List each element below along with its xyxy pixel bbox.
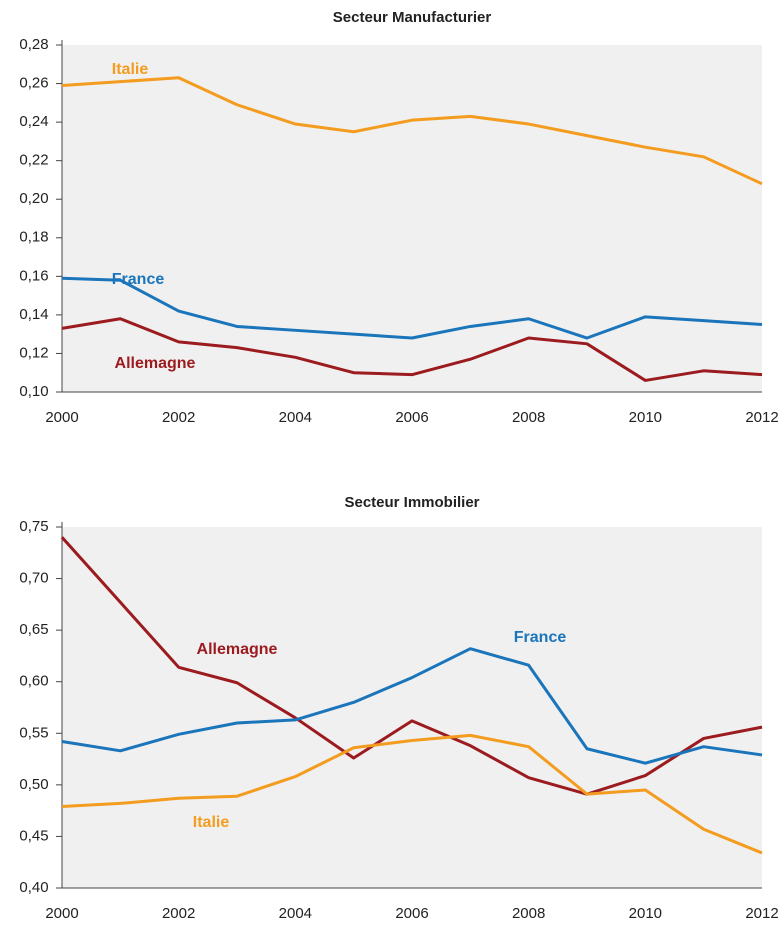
series-label: Italie bbox=[112, 61, 149, 78]
y-tick-label: 0,16 bbox=[19, 267, 48, 284]
series-line bbox=[61, 276, 763, 340]
series-line bbox=[61, 733, 763, 855]
x-tick-label: 2002 bbox=[162, 905, 195, 922]
series-label: France bbox=[112, 271, 165, 288]
x-tick-label: 2012 bbox=[745, 409, 778, 426]
y-tick-label: 0,45 bbox=[19, 827, 48, 844]
x-tick-label: 2010 bbox=[629, 905, 662, 922]
x-tick-label: 2004 bbox=[279, 905, 312, 922]
series-label: France bbox=[514, 629, 567, 646]
y-tick-label: 0,18 bbox=[19, 229, 48, 246]
series-label: Italie bbox=[193, 814, 230, 831]
series-line bbox=[61, 76, 763, 186]
y-tick-label: 0,60 bbox=[19, 673, 48, 690]
series-label: Allemagne bbox=[115, 355, 196, 372]
x-tick-label: 2010 bbox=[629, 409, 662, 426]
y-tick-label: 0,26 bbox=[19, 75, 48, 92]
series-line bbox=[61, 647, 763, 765]
x-tick-label: 2012 bbox=[745, 905, 778, 922]
y-tick-label: 0,22 bbox=[19, 152, 48, 169]
x-tick-label: 2008 bbox=[512, 905, 545, 922]
series-label: Allemagne bbox=[197, 641, 278, 658]
y-tick-label: 0,55 bbox=[19, 724, 48, 741]
x-tick-label: 2006 bbox=[395, 409, 428, 426]
y-tick-label: 0,40 bbox=[19, 879, 48, 896]
x-tick-label: 2000 bbox=[45, 409, 78, 426]
y-tick-label: 0,12 bbox=[19, 344, 48, 361]
chart-title: Secteur Immobilier bbox=[344, 494, 479, 511]
y-tick-label: 0,20 bbox=[19, 190, 48, 207]
y-tick-label: 0,28 bbox=[19, 36, 48, 53]
x-tick-label: 2002 bbox=[162, 409, 195, 426]
series-line bbox=[61, 317, 763, 382]
y-tick-label: 0,50 bbox=[19, 776, 48, 793]
series-line bbox=[60, 536, 763, 796]
plot-area bbox=[62, 527, 762, 888]
y-tick-label: 0,65 bbox=[19, 621, 48, 638]
y-tick-label: 0,24 bbox=[19, 113, 48, 130]
x-tick-label: 2004 bbox=[279, 409, 312, 426]
x-tick-label: 2006 bbox=[395, 905, 428, 922]
x-tick-label: 2008 bbox=[512, 409, 545, 426]
x-tick-label: 2000 bbox=[45, 905, 78, 922]
y-tick-label: 0,75 bbox=[19, 518, 48, 535]
y-tick-label: 0,70 bbox=[19, 570, 48, 587]
plot-area bbox=[62, 45, 762, 392]
chart-title: Secteur Manufacturier bbox=[333, 9, 492, 26]
y-tick-label: 0,10 bbox=[19, 383, 48, 400]
y-tick-label: 0,14 bbox=[19, 306, 48, 323]
